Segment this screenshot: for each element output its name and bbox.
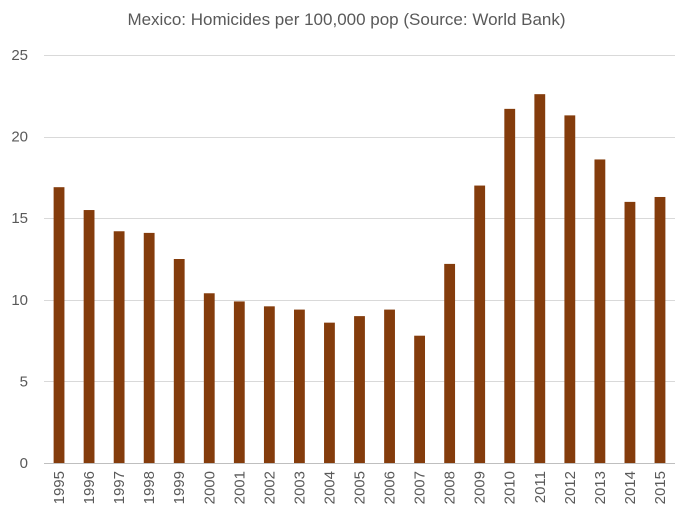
y-tick-label: 15	[11, 210, 28, 227]
x-tick-label-1998: 1998	[141, 471, 158, 504]
bar-2003	[294, 309, 305, 463]
bar-2006	[384, 309, 395, 463]
x-tick-label-2014: 2014	[622, 471, 639, 504]
bar-1997	[113, 231, 125, 463]
x-tick-label-2006: 2006	[382, 471, 399, 504]
x-tick-label-2010: 2010	[502, 471, 519, 504]
bar-2008	[444, 263, 456, 463]
bar-2005	[354, 316, 365, 463]
bar-2007	[414, 335, 426, 463]
x-tick-label-2011: 2011	[532, 471, 549, 503]
bar-2011	[534, 94, 546, 464]
x-tick-label-1996: 1996	[81, 471, 98, 504]
bar-1996	[83, 210, 95, 463]
bar-2002	[263, 306, 275, 463]
x-tick-label-2015: 2015	[652, 471, 669, 504]
x-tick-label-1995: 1995	[51, 471, 68, 504]
y-tick-label: 5	[20, 373, 28, 390]
chart-title: Mexico: Homicides per 100,000 pop (Sourc…	[127, 10, 566, 29]
bar-1995	[53, 187, 65, 463]
y-tick-label: 25	[11, 47, 28, 64]
x-tick-label-2005: 2005	[352, 471, 369, 504]
x-tick-label-1999: 1999	[171, 471, 188, 504]
y-axis-tick-labels: 0 5 10 15 20 25	[11, 47, 28, 472]
x-tick-label-2002: 2002	[261, 471, 278, 504]
bar-2010	[504, 108, 516, 464]
bar-2004	[324, 322, 335, 463]
y-tick-label: 0	[20, 455, 28, 472]
x-tick-label-2003: 2003	[291, 471, 308, 504]
bar-2014	[624, 201, 636, 463]
x-tick-label-2013: 2013	[592, 471, 609, 504]
x-tick-label-2001: 2001	[231, 471, 248, 504]
bar-1998	[143, 232, 155, 463]
bar-2015	[654, 196, 666, 464]
x-tick-label-2000: 2000	[201, 471, 218, 504]
x-tick-label-2008: 2008	[442, 471, 459, 504]
y-tick-label: 10	[11, 292, 28, 309]
x-tick-label-2007: 2007	[412, 471, 429, 504]
x-tick-label-2012: 2012	[562, 471, 579, 504]
bar-2001	[233, 301, 245, 463]
bar-2013	[594, 159, 606, 463]
y-tick-label: 20	[11, 129, 28, 146]
x-tick-label-2004: 2004	[321, 471, 338, 504]
x-axis-tick-labels: 1995 1996 1997 1998 1999 2000 2001 2002 2003 2004…	[51, 471, 669, 504]
x-tick-label-2009: 2009	[472, 471, 489, 504]
bar-2012	[564, 115, 576, 463]
bar-1999	[173, 259, 185, 463]
x-tick-label-1997: 1997	[111, 471, 128, 504]
bar-2009	[474, 185, 486, 463]
bars	[53, 94, 666, 464]
bar-2000	[203, 293, 215, 463]
